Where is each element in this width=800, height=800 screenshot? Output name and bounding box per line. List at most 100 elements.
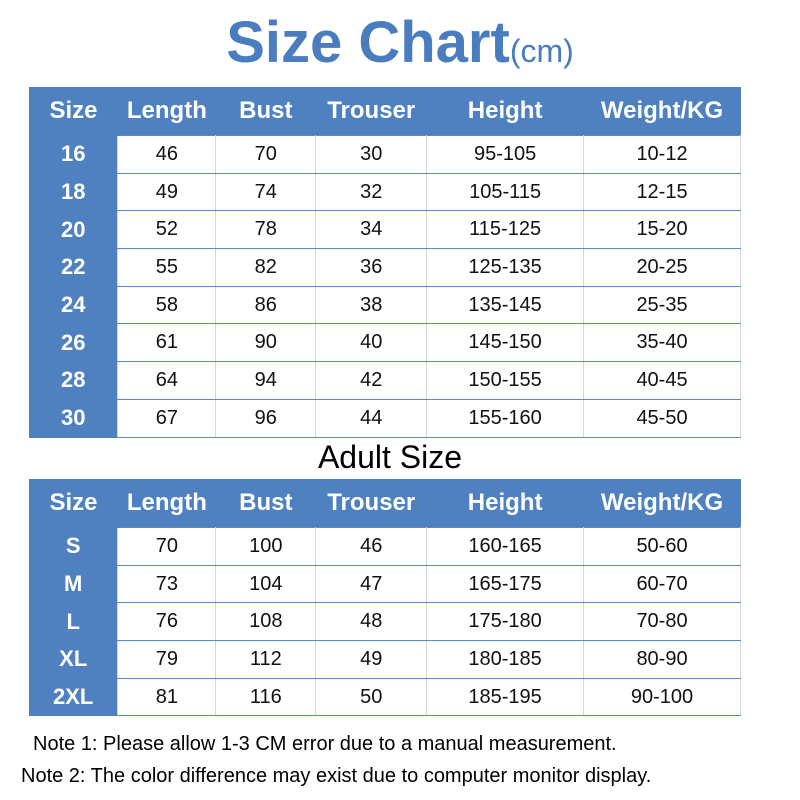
table-cell: 70 xyxy=(215,135,317,174)
size-cell: 18 xyxy=(29,173,118,211)
table-cell: 90 xyxy=(215,323,317,363)
size-cell: 26 xyxy=(29,323,118,362)
table-cell: 150-155 xyxy=(426,361,585,400)
table-cell: 64 xyxy=(117,361,217,400)
column-header: Length xyxy=(126,489,207,516)
size-cell: 28 xyxy=(29,361,118,400)
table-row: 16 46 70 30 95-105 10-12 xyxy=(29,135,741,174)
table-cell: 70-80 xyxy=(583,602,741,642)
table-cell: 50-60 xyxy=(583,527,741,566)
table-cell: 76 xyxy=(117,602,217,642)
size-cell: 16 xyxy=(29,135,118,174)
table-cell: 185-195 xyxy=(426,677,585,717)
table-cell: 78 xyxy=(215,210,317,250)
table-cell: 155-160 xyxy=(426,398,585,438)
table-cell: 116 xyxy=(215,677,317,717)
size-cell: L xyxy=(29,602,118,641)
table-cell: 81 xyxy=(117,677,217,717)
adult-size-heading: Adult Size xyxy=(317,439,463,475)
table-row: XL 79 112 49 180-185 80-90 xyxy=(29,640,741,679)
table-cell: 34 xyxy=(315,210,428,250)
table-cell: 61 xyxy=(117,323,217,363)
column-header: Trouser xyxy=(327,489,416,516)
table-cell: 108 xyxy=(215,602,317,642)
table-cell: 30 xyxy=(315,135,428,174)
table-cell: 105-115 xyxy=(426,172,585,212)
table-cell: 86 xyxy=(215,285,317,325)
table-cell: 58 xyxy=(117,285,217,325)
table-cell: 38 xyxy=(315,285,428,325)
adult-size-table: Size Length Bust Trouser Height Weight/KG S 70 1… xyxy=(29,479,741,717)
page-title: Size Chart(cm) xyxy=(0,8,800,86)
size-cell: 24 xyxy=(29,286,118,324)
size-cell: 30 xyxy=(29,399,118,437)
column-header: Bust xyxy=(239,97,293,124)
table-cell: 42 xyxy=(315,361,428,400)
table-cell: 35-40 xyxy=(583,323,741,363)
table-cell: 15-20 xyxy=(583,210,741,250)
table-cell: 73 xyxy=(117,564,217,604)
table-row: 20 52 78 34 115-125 15-20 xyxy=(29,210,741,250)
table-cell: 135-145 xyxy=(426,285,585,325)
table-cell: 47 xyxy=(315,564,428,604)
table-cell: 115-125 xyxy=(426,210,585,250)
size-cell: 22 xyxy=(29,248,118,287)
column-header: Trouser xyxy=(327,97,416,124)
table-cell: 104 xyxy=(215,564,317,604)
note-1: Note 1: Please allow 1-3 CM error due to… xyxy=(33,733,617,755)
table-cell: 20-25 xyxy=(583,248,741,287)
table-cell: 80-90 xyxy=(583,640,741,679)
table-cell: 100 xyxy=(215,527,317,566)
table-cell: 32 xyxy=(315,172,428,212)
table-cell: 165-175 xyxy=(426,564,585,604)
table-row: S 70 100 46 160-165 50-60 xyxy=(29,527,741,566)
size-cell: S xyxy=(29,527,118,566)
table-cell: 10-12 xyxy=(583,135,741,174)
table-cell: 82 xyxy=(215,248,317,287)
table-cell: 36 xyxy=(315,248,428,287)
table-cell: 46 xyxy=(315,527,428,566)
table-cell: 40 xyxy=(315,323,428,363)
table-row: L 76 108 48 175-180 70-80 xyxy=(29,602,741,642)
column-header: Size xyxy=(49,97,98,125)
header-row: Size Length Bust Trouser Height Weight/KG xyxy=(29,87,741,136)
table-cell: 94 xyxy=(215,361,317,400)
table-cell: 49 xyxy=(117,172,217,212)
table-cell: 112 xyxy=(215,640,317,679)
column-header: Weight/KG xyxy=(600,489,724,516)
table-row: 28 64 94 42 150-155 40-45 xyxy=(29,361,741,400)
column-header: Bust xyxy=(239,489,293,516)
table-cell: 12-15 xyxy=(583,172,741,212)
table-cell: 125-135 xyxy=(426,248,585,287)
size-cell: 20 xyxy=(29,210,118,249)
column-header: Height xyxy=(467,489,543,516)
table-cell: 45-50 xyxy=(583,398,741,438)
table-cell: 49 xyxy=(315,640,428,679)
table-cell: 175-180 xyxy=(426,602,585,642)
table-cell: 79 xyxy=(117,640,217,679)
column-header: Weight/KG xyxy=(600,97,724,124)
column-header: Length xyxy=(126,97,207,124)
table-cell: 46 xyxy=(117,135,217,174)
table-row: 18 49 74 32 105-115 12-15 xyxy=(29,172,741,212)
table-cell: 74 xyxy=(215,172,317,212)
table-row: M 73 104 47 165-175 60-70 xyxy=(29,564,741,604)
table-cell: 40-45 xyxy=(583,361,741,400)
table-cell: 55 xyxy=(117,248,217,287)
table-cell: 48 xyxy=(315,602,428,642)
header-row: Size Length Bust Trouser Height Weight/KG xyxy=(29,479,741,528)
column-header: Height xyxy=(467,97,543,124)
size-cell: 2XL xyxy=(29,678,118,716)
table-cell: 96 xyxy=(215,398,317,438)
column-header: Size xyxy=(49,489,98,517)
table-cell: 70 xyxy=(117,527,217,566)
table-cell: 95-105 xyxy=(426,135,585,174)
table-cell: 145-150 xyxy=(426,323,585,363)
table-row: 22 55 82 36 125-135 20-25 xyxy=(29,248,741,287)
table-cell: 25-35 xyxy=(583,285,741,325)
unit-text: (cm) xyxy=(509,33,574,69)
table-row: 2XL 81 116 50 185-195 90-100 xyxy=(29,677,741,717)
table-row: 30 67 96 44 155-160 45-50 xyxy=(29,398,741,438)
table-cell: 44 xyxy=(315,398,428,438)
table-cell: 50 xyxy=(315,677,428,717)
